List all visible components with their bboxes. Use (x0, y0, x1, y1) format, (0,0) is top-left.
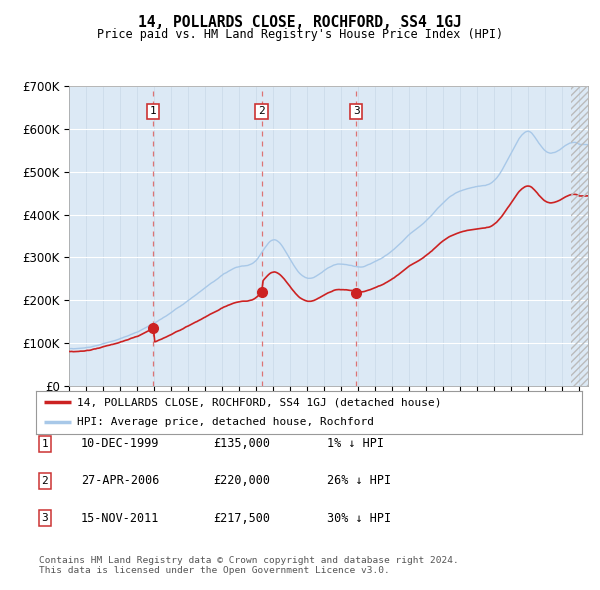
Text: 2: 2 (41, 476, 49, 486)
Text: Price paid vs. HM Land Registry's House Price Index (HPI): Price paid vs. HM Land Registry's House … (97, 28, 503, 41)
Text: 1: 1 (149, 106, 157, 116)
Text: Contains HM Land Registry data © Crown copyright and database right 2024.
This d: Contains HM Land Registry data © Crown c… (39, 556, 459, 575)
Bar (571, 86, 596, 386)
Text: 3: 3 (353, 106, 359, 116)
Text: 27-APR-2006: 27-APR-2006 (81, 474, 160, 487)
Text: 15-NOV-2011: 15-NOV-2011 (81, 512, 160, 525)
Text: HPI: Average price, detached house, Rochford: HPI: Average price, detached house, Roch… (77, 417, 374, 427)
Text: 3: 3 (41, 513, 49, 523)
Text: 1% ↓ HPI: 1% ↓ HPI (327, 437, 384, 450)
Text: 10-DEC-1999: 10-DEC-1999 (81, 437, 160, 450)
Text: 14, POLLARDS CLOSE, ROCHFORD, SS4 1GJ: 14, POLLARDS CLOSE, ROCHFORD, SS4 1GJ (138, 15, 462, 30)
Text: 14, POLLARDS CLOSE, ROCHFORD, SS4 1GJ (detached house): 14, POLLARDS CLOSE, ROCHFORD, SS4 1GJ (d… (77, 397, 442, 407)
Text: £135,000: £135,000 (213, 437, 270, 450)
Text: 2: 2 (258, 106, 265, 116)
Text: £220,000: £220,000 (213, 474, 270, 487)
Text: £217,500: £217,500 (213, 512, 270, 525)
Text: 30% ↓ HPI: 30% ↓ HPI (327, 512, 391, 525)
Text: 26% ↓ HPI: 26% ↓ HPI (327, 474, 391, 487)
Text: 1: 1 (41, 439, 49, 448)
